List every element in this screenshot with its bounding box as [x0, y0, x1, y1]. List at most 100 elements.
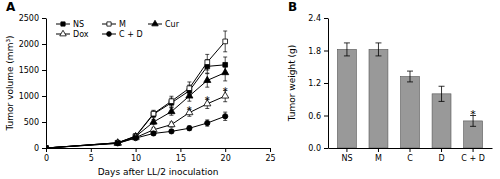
- bar: [337, 49, 356, 148]
- tick-mark: [225, 148, 226, 152]
- error-bar: [169, 96, 173, 106]
- tick-label: 0: [44, 154, 49, 163]
- marker: [46, 146, 48, 148]
- marker: [115, 141, 120, 146]
- error-bar: [223, 112, 227, 120]
- tick-mark: [42, 122, 46, 123]
- tick-label: 1.2: [308, 79, 321, 88]
- legend-item: NS: [56, 20, 84, 29]
- legend-symbol: [61, 22, 65, 26]
- tick-mark: [324, 116, 328, 117]
- tick-mark: [324, 83, 328, 84]
- y-axis: 05001000150020002500: [19, 14, 47, 153]
- tick-label: M: [375, 154, 382, 163]
- error-bar: [169, 130, 173, 134]
- tick: 0: [44, 148, 49, 163]
- tick-mark: [42, 70, 46, 71]
- tick: 25: [265, 148, 275, 163]
- tick: 2000: [19, 40, 46, 49]
- tick: 0: [34, 144, 46, 153]
- plot-area: [46, 31, 229, 148]
- tick: 2.4: [308, 14, 328, 23]
- error-bar: [152, 110, 156, 117]
- legend-item: M: [102, 20, 126, 29]
- tick: 15: [176, 148, 186, 163]
- error-bar: [439, 86, 445, 101]
- legend-item: C + D: [102, 30, 143, 39]
- series: [46, 57, 228, 148]
- error-bar: [187, 126, 191, 131]
- marker: [223, 114, 228, 119]
- annotation: *: [470, 108, 476, 121]
- marker: [169, 129, 174, 134]
- error-bar: [223, 31, 227, 52]
- tick: 0.0: [308, 144, 328, 153]
- marker: [168, 120, 175, 126]
- marker: [223, 39, 228, 44]
- error-bar: [407, 71, 413, 82]
- tick-mark: [270, 148, 271, 152]
- bar: [401, 77, 420, 149]
- annotation: *: [187, 105, 192, 116]
- tick-label: D: [438, 154, 444, 163]
- marker: [187, 86, 192, 91]
- tick-mark: [324, 148, 328, 149]
- tick: D: [438, 148, 444, 163]
- marker: [205, 60, 210, 65]
- tick-mark: [42, 44, 46, 45]
- marker: [133, 135, 138, 140]
- error-bar: [375, 43, 381, 56]
- panel-title: A: [6, 0, 16, 14]
- series: [46, 31, 228, 148]
- tick-mark: [46, 148, 47, 152]
- legend-label: C + D: [119, 30, 143, 39]
- tick-label: 1.8: [308, 47, 321, 56]
- legend-symbol: [107, 22, 111, 26]
- error-bar: [205, 120, 209, 126]
- tick-label: 0.6: [308, 112, 321, 121]
- tick: 1000: [19, 92, 46, 101]
- line: [46, 65, 225, 148]
- tick-mark: [136, 148, 137, 152]
- tick-label: C: [407, 154, 413, 163]
- tick-label: 500: [24, 118, 39, 127]
- tick: 0.6: [308, 112, 328, 121]
- tick-mark: [473, 148, 474, 152]
- line: [46, 96, 225, 148]
- marker: [115, 140, 120, 145]
- line: [46, 41, 225, 148]
- axis-line: [328, 19, 329, 149]
- plot-area: [337, 43, 482, 148]
- error-bar: [344, 43, 350, 56]
- marker: [151, 112, 156, 117]
- panel: NSMCDC + D0.00.61.21.82.4*BTumor weight …: [287, 0, 493, 163]
- chart: 051015202505001000150020002500***NSMCurD…: [0, 0, 500, 179]
- marker: [204, 76, 211, 82]
- tick-label: 15: [176, 154, 186, 163]
- annotation: *: [223, 86, 228, 97]
- marker: [46, 145, 49, 148]
- tick: NS: [341, 148, 352, 163]
- tick-label: 20: [221, 154, 231, 163]
- marker: [150, 118, 157, 124]
- tick-mark: [441, 148, 442, 152]
- legend-symbol: [60, 30, 66, 36]
- marker: [46, 146, 48, 148]
- error-bar: [205, 54, 209, 70]
- tick-label: 2000: [19, 40, 39, 49]
- tick-label: C + D: [461, 154, 485, 163]
- marker: [168, 107, 175, 113]
- marker: [114, 139, 121, 145]
- tick-label: 5: [89, 154, 94, 163]
- axis-line: [47, 148, 271, 149]
- tick-mark: [346, 148, 347, 152]
- tick-label: 0: [34, 144, 39, 153]
- axis-line: [46, 19, 47, 149]
- tick: 1500: [19, 66, 46, 75]
- tick: 10: [131, 148, 141, 163]
- legend-item: Cur: [148, 20, 180, 29]
- marker: [205, 120, 210, 125]
- series: [46, 90, 229, 148]
- tick-label: 2.4: [308, 14, 321, 23]
- x-axis-title: Days after LL/2 inoculation: [98, 167, 219, 177]
